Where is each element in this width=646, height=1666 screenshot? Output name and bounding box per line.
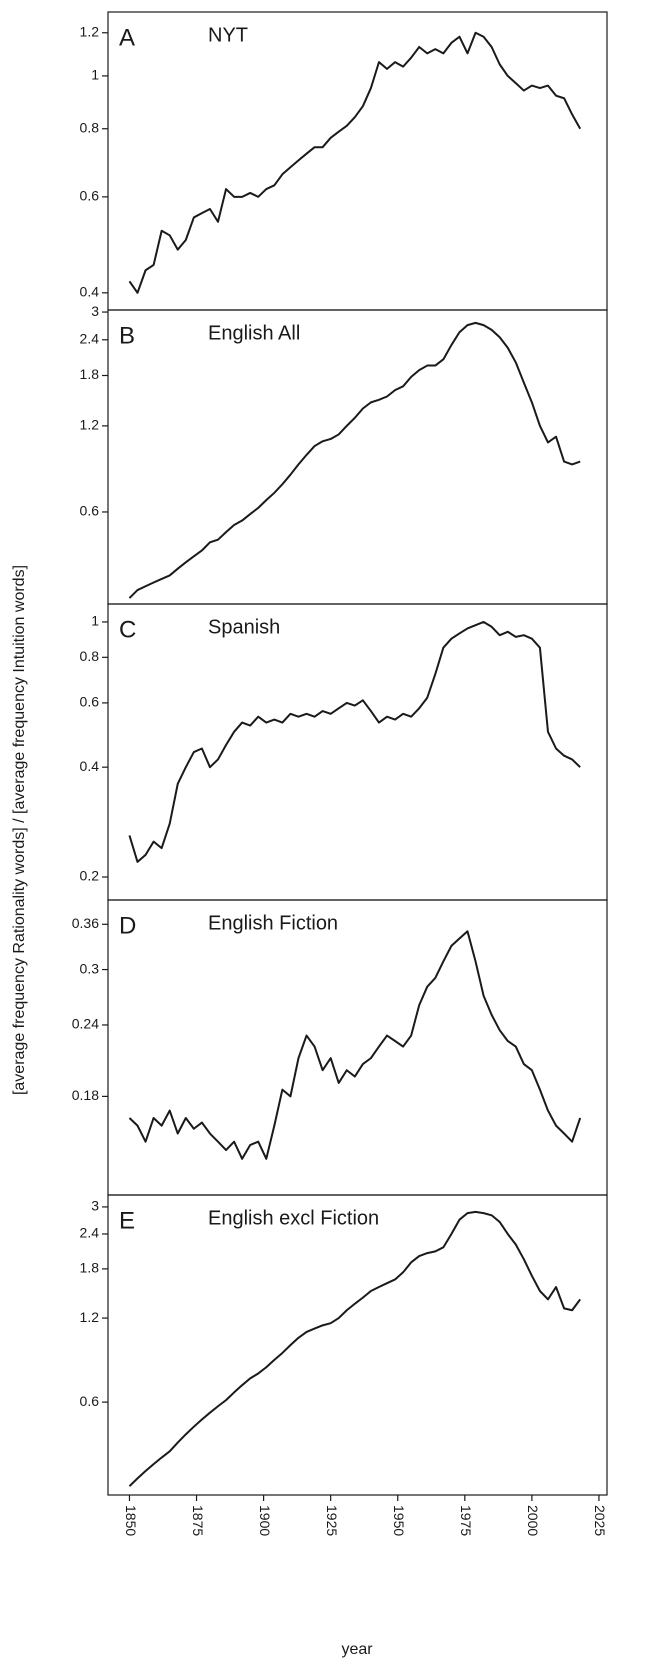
panel-frame — [107, 899, 608, 1196]
data-line — [128, 321, 581, 599]
x-tick-label: 1850 — [123, 1505, 139, 1536]
y-tick-label: 1.2 — [80, 23, 100, 39]
panel-letter: E — [119, 1207, 135, 1234]
y-tick-label: 0.24 — [72, 1016, 99, 1032]
y-tick-label: 0.6 — [80, 1393, 100, 1409]
y-tick-label: 1.2 — [80, 1309, 100, 1325]
x-tick-label: 2025 — [592, 1505, 608, 1536]
panel-letter: D — [119, 912, 136, 939]
y-tick-label: 0.6 — [80, 503, 100, 519]
panel-letter: B — [119, 322, 135, 349]
panel-title: English All — [208, 322, 300, 344]
y-tick-label: 2.4 — [80, 330, 100, 346]
x-tick-label: 1975 — [458, 1505, 474, 1536]
panel-frame — [107, 309, 608, 605]
data-line — [128, 31, 582, 294]
data-line — [128, 620, 581, 863]
y-tick-label: 0.4 — [80, 284, 100, 300]
y-tick-label: 1 — [91, 67, 99, 83]
data-line — [128, 930, 582, 1160]
y-tick-label: 1 — [91, 613, 99, 629]
x-axis-label: year — [341, 1641, 373, 1658]
y-tick-label: 0.18 — [72, 1087, 99, 1103]
x-tick-label: 1875 — [190, 1505, 206, 1536]
y-tick-label: 0.8 — [80, 648, 100, 664]
y-tick-label: 0.6 — [80, 188, 100, 204]
y-tick-label: 0.36 — [72, 915, 99, 931]
panel-letter: C — [119, 616, 136, 643]
panel-title: Spanish — [208, 616, 280, 638]
y-tick-label: 1.8 — [80, 1260, 100, 1276]
panel-frame — [107, 11, 608, 311]
panel-title: English excl Fiction — [208, 1207, 379, 1229]
y-tick-label: 0.3 — [80, 960, 100, 976]
y-tick-label: 3 — [91, 303, 99, 319]
y-tick-label: 1.2 — [80, 417, 100, 433]
x-tick-label: 1950 — [391, 1505, 407, 1536]
panel-frame — [107, 1194, 608, 1496]
y-tick-label: 0.4 — [80, 758, 100, 774]
y-tick-label: 0.8 — [80, 119, 100, 135]
panel-frame — [107, 603, 608, 901]
x-tick-label: 2000 — [525, 1505, 541, 1536]
y-tick-label: 0.6 — [80, 694, 100, 710]
panel-letter: A — [119, 24, 135, 51]
x-tick-label: 1925 — [324, 1505, 340, 1536]
data-line — [128, 1210, 581, 1487]
y-tick-label: 0.2 — [80, 868, 100, 884]
x-tick-label: 1900 — [257, 1505, 273, 1536]
panel-title: NYT — [208, 24, 248, 46]
y-tick-label: 2.4 — [80, 1225, 100, 1241]
y-tick-label: 1.8 — [80, 366, 100, 382]
y-tick-label: 3 — [91, 1198, 99, 1214]
panel-title: English Fiction — [208, 912, 338, 934]
y-axis-label: [average frequency Rationality words] / … — [11, 565, 28, 1095]
